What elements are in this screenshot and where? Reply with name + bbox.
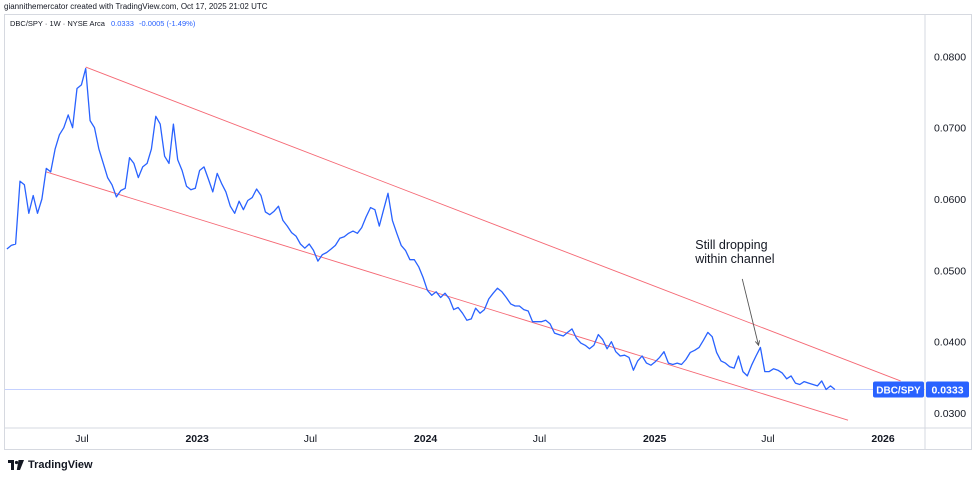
symbol-tag-bg: [873, 381, 924, 398]
price-tag-label: 0.0333: [931, 384, 963, 396]
x-tick-label: 2024: [414, 433, 438, 445]
y-tick-label: 0.0700: [934, 123, 966, 135]
y-tick-label: 0.0300: [934, 408, 966, 420]
legend-change: -0.0005 (-1.49%): [139, 19, 196, 28]
x-tick-label: Jul: [75, 433, 88, 445]
x-tick-label: Jul: [304, 433, 317, 445]
annotation-line-2: within channel: [694, 252, 774, 266]
y-tick-label: 0.0500: [934, 265, 966, 277]
channel-trendline: [85, 66, 901, 382]
attribution-text: giannithemercator created with TradingVi…: [4, 2, 268, 11]
series-line: [6, 67, 836, 391]
tradingview-brand: TradingView: [28, 459, 93, 471]
legend-symbol: DBC/SPY · 1W · NYSE Arca: [10, 19, 105, 28]
y-tick-label: 0.0600: [934, 194, 966, 206]
footer-branding: TradingView: [8, 459, 93, 471]
x-tick-label: 2023: [185, 433, 209, 445]
legend-last-value: 0.0333: [110, 19, 134, 28]
price-tag-bg: [926, 381, 969, 398]
tradingview-logo-icon: [8, 460, 24, 470]
chart-frame: [4, 14, 972, 450]
y-tick-label: 0.0800: [934, 51, 966, 63]
y-tick-label: 0.0400: [934, 337, 966, 349]
x-tick-label: 2026: [871, 433, 895, 445]
annotation-arrowhead: [754, 340, 761, 347]
x-tick-label: Jul: [761, 433, 774, 445]
series-legend[interactable]: DBC/SPY · 1W · NYSE Arca 0.0333 -0.0005 …: [10, 19, 195, 28]
annotation-line-1: Still dropping: [695, 238, 767, 252]
annotation-arrow: [741, 278, 759, 346]
x-tick-label: 2025: [643, 433, 667, 445]
x-tick-label: Jul: [533, 433, 546, 445]
symbol-tag-label: DBC/SPY: [876, 385, 921, 396]
